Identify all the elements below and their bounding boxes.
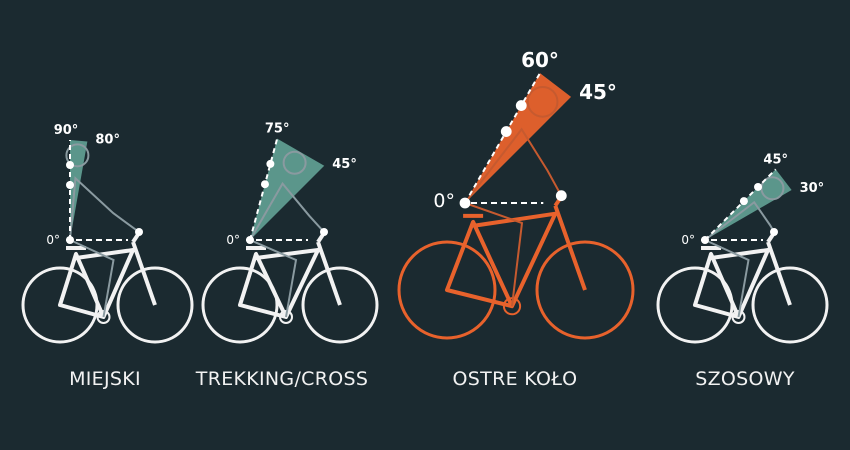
joint-dot <box>459 197 471 209</box>
posture-angle-cone <box>465 73 572 203</box>
bike-2: 0° 75° 45° <box>201 122 379 344</box>
label-trekking-cross: TREKKING/CROSS <box>195 368 369 390</box>
label-szosowy: SZOSOWY <box>695 368 795 390</box>
joint-dot <box>701 236 709 244</box>
joint-dot <box>555 190 567 202</box>
angle-label-low: 45° <box>332 157 357 172</box>
rider-head <box>282 150 307 175</box>
angle-label-high: 60° <box>521 48 559 72</box>
front-wheel <box>301 266 379 344</box>
angle-label-low: 80° <box>95 133 120 148</box>
angle-label-low: 45° <box>579 80 617 104</box>
frame <box>693 228 792 319</box>
joint-dot <box>260 180 269 189</box>
rider-head <box>526 85 559 118</box>
joint-dot <box>754 182 763 191</box>
frame <box>238 228 342 319</box>
rider-outline <box>69 176 140 318</box>
back-angle-line <box>464 72 541 204</box>
front-wheel <box>751 266 829 344</box>
bike-4: 0° 45° 30° <box>656 152 829 344</box>
angle-label-high: 75° <box>265 122 290 137</box>
rider-outline <box>464 127 563 307</box>
label-miejski: MIEJSKI <box>69 368 141 390</box>
angle-label-low: 30° <box>800 181 825 196</box>
bike-3: 0° 60° 45° <box>397 48 635 340</box>
angle-label-high: 45° <box>763 152 788 167</box>
angle-label-zero: 0° <box>46 233 60 247</box>
label-ostre-kolo: OSTRE KOŁO <box>452 368 578 390</box>
frame <box>445 192 587 309</box>
crankset <box>279 310 293 324</box>
frame <box>58 228 157 319</box>
joint-dot <box>770 228 778 236</box>
angle-label-zero: 0° <box>226 233 240 247</box>
back-angle-line <box>704 168 777 241</box>
joint-dot <box>66 161 74 169</box>
crankset <box>731 310 746 324</box>
crankset <box>96 310 111 324</box>
joint-dot <box>500 126 512 137</box>
joint-dot <box>66 236 74 244</box>
bike-1: 0° 90° 80° <box>21 123 194 344</box>
front-wheel <box>116 266 194 344</box>
joint-dot <box>515 100 527 111</box>
joint-dot <box>66 181 74 189</box>
rider-outline <box>249 181 325 318</box>
angle-label-high: 90° <box>54 123 79 138</box>
angle-label-zero: 0° <box>681 233 695 247</box>
rear-wheel <box>201 266 279 344</box>
joint-dot <box>320 228 328 236</box>
front-wheel <box>535 240 635 340</box>
rear-wheel <box>397 240 497 340</box>
angle-label-zero: 0° <box>433 190 455 212</box>
joint-dot <box>739 197 748 206</box>
joint-dot <box>246 236 254 244</box>
joint-dot <box>266 159 275 168</box>
joint-dot <box>135 228 143 236</box>
posture-angle-cone <box>70 140 88 240</box>
rider-head <box>65 143 90 168</box>
